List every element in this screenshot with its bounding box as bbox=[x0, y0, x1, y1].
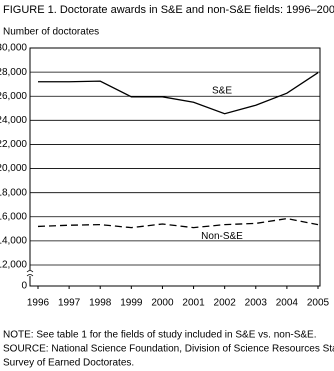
x-tick-label: 2002 bbox=[214, 298, 237, 309]
series-line bbox=[37, 217, 319, 229]
series-label: S&E bbox=[212, 85, 232, 96]
y-axis-label: Number of doctorates bbox=[3, 27, 99, 38]
note: Survey of Earned Doctorates. bbox=[3, 358, 134, 369]
y-tick-label: 22,000 bbox=[0, 139, 27, 150]
y-tick-label: 20,000 bbox=[0, 163, 27, 174]
chart-title: FIGURE 1. Doctorate awards in S&E and no… bbox=[3, 4, 334, 16]
notes: NOTE: See table 1 for the fields of stud… bbox=[3, 330, 334, 369]
x-tick-label: 1998 bbox=[89, 298, 112, 309]
x-tick-label: 2005 bbox=[307, 298, 330, 309]
axis-break-gap bbox=[26, 270, 34, 276]
series-label: Non-S&E bbox=[201, 231, 243, 242]
x-tick-label: 1997 bbox=[58, 298, 81, 309]
note: NOTE: See table 1 for the fields of stud… bbox=[3, 330, 317, 341]
y-tick-label: 14,000 bbox=[0, 236, 27, 247]
x-tick-label: 1999 bbox=[120, 298, 143, 309]
x-tick-label: 2004 bbox=[276, 298, 299, 309]
y-tick-label: 16,000 bbox=[0, 211, 27, 222]
y-tick-label: 30,000 bbox=[0, 43, 27, 54]
y-tick-label: 24,000 bbox=[0, 115, 27, 126]
y-tick-label: 28,000 bbox=[0, 67, 27, 78]
y-tick-label: 18,000 bbox=[0, 187, 27, 198]
x-tick-label: 2000 bbox=[151, 298, 174, 309]
plot-frame bbox=[29, 47, 321, 287]
x-tick-label: 1996 bbox=[27, 298, 50, 309]
axis-break bbox=[26, 270, 34, 277]
note: SOURCE: National Science Foundation, Div… bbox=[3, 344, 334, 355]
y-tick-label: 0 bbox=[21, 281, 27, 292]
y-tick-label: 12,000 bbox=[0, 260, 27, 271]
x-tick-label: 2003 bbox=[245, 298, 268, 309]
series-line bbox=[38, 72, 319, 115]
x-tick-label: 2001 bbox=[182, 298, 205, 309]
y-tick-label: 26,000 bbox=[0, 91, 27, 102]
